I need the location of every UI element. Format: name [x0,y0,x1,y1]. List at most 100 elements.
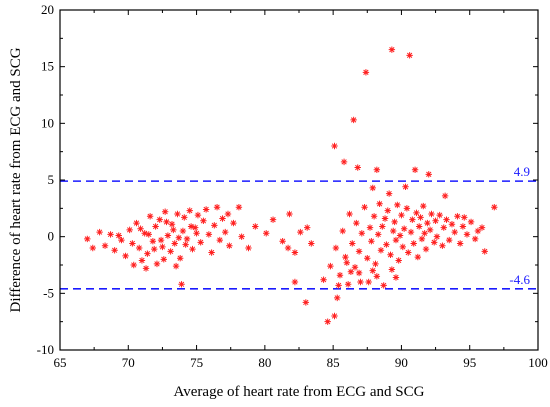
data-point [138,257,146,264]
data-point [324,318,331,325]
data-point [362,69,370,76]
data-point [238,233,245,240]
data-point [451,228,458,236]
data-point [279,238,286,245]
data-point [344,281,352,288]
data-point [354,164,361,171]
data-point [347,268,355,275]
data-point [176,255,184,262]
data-point [339,227,346,235]
data-point [414,253,422,261]
data-point [297,228,304,236]
data-point [331,312,338,320]
data-point [230,219,237,227]
data-point [398,211,405,219]
x-tick-label: 85 [327,355,340,370]
data-point [387,251,394,258]
data-point [335,282,342,289]
data-point [142,265,150,272]
data-point [433,233,441,240]
axis-ticks: 65 70 75 80 85 90 95 100 -10 -5 0 5 10 15 20 [37,2,548,370]
data-point [163,218,170,226]
data-point [186,207,193,214]
data-point [129,240,136,247]
data-point [361,204,368,211]
data-point [364,255,371,262]
data-point [334,294,341,302]
data-point [174,210,181,218]
data-point [391,218,398,226]
data-point [130,261,137,269]
x-tick-label: 90 [395,355,408,370]
data-point [179,227,187,235]
data-point [118,236,125,244]
data-point [211,222,218,229]
data-point [111,247,118,254]
data-point [222,228,229,236]
data-point [406,52,413,59]
data-point [145,231,152,238]
data-point [459,223,467,230]
data-point [146,213,154,220]
data-point [286,210,293,218]
data-point [463,231,471,238]
data-point [170,226,177,234]
data-point [428,210,435,218]
data-point [388,46,396,53]
data-point [454,213,461,220]
y-tick-label: 10 [41,115,54,130]
data-point [153,260,161,268]
data-point [219,215,226,222]
data-point [355,269,363,277]
data-point [381,215,389,222]
data-point [122,252,129,260]
data-point [456,240,464,247]
data-point [245,244,252,252]
x-axis-title: Average of heart rate from ECG and SCG [174,384,425,400]
data-point [383,241,390,248]
data-point [346,210,353,218]
data-point [376,200,383,207]
data-point [193,230,200,237]
data-point [284,244,292,252]
data-point [441,192,449,200]
data-point [446,236,453,244]
data-point [96,228,103,236]
data-point [136,244,143,252]
data-point [355,248,363,255]
data-point [392,236,400,244]
data-point [467,218,475,226]
data-point [439,242,446,249]
reference-line-label: 4.9 [514,164,530,179]
data-point [349,240,356,247]
data-point [202,206,210,213]
data-point [403,205,411,212]
data-point [358,230,366,237]
data-point [421,230,428,237]
data-point [168,221,176,228]
data-point [263,230,270,237]
data-point [379,223,386,230]
data-point [152,223,159,230]
data-point [302,299,310,306]
data-point [213,204,221,211]
data-point [269,216,277,223]
data-point [436,211,443,219]
reference-line-label: -4.6 [509,272,530,287]
data-point [353,219,360,227]
data-point [402,183,409,190]
data-point [331,142,338,150]
data-point [491,204,498,211]
y-tick-label: 5 [48,172,55,187]
data-point [343,259,350,266]
data-point [182,241,189,248]
data-point [417,214,424,221]
data-point [368,238,375,245]
data-point [440,224,447,231]
data-point [332,244,340,252]
y-tick-label: -10 [37,342,54,357]
data-point [226,242,233,249]
data-point [425,171,432,178]
data-point [183,235,191,243]
